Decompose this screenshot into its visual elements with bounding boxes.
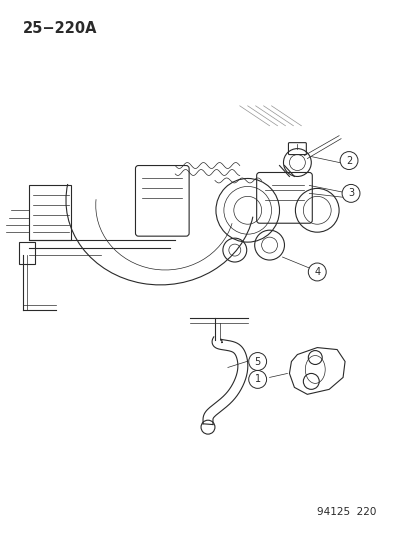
Circle shape (308, 263, 325, 281)
Text: 4: 4 (313, 267, 320, 277)
Circle shape (341, 184, 359, 203)
Text: 94125  220: 94125 220 (316, 507, 376, 516)
Text: 5: 5 (254, 357, 260, 367)
Text: 3: 3 (347, 188, 353, 198)
Circle shape (248, 352, 266, 370)
Text: 2: 2 (345, 156, 351, 166)
Circle shape (339, 151, 357, 169)
Text: 25−220A: 25−220A (23, 21, 97, 36)
Circle shape (248, 370, 266, 389)
Text: 1: 1 (254, 374, 260, 384)
